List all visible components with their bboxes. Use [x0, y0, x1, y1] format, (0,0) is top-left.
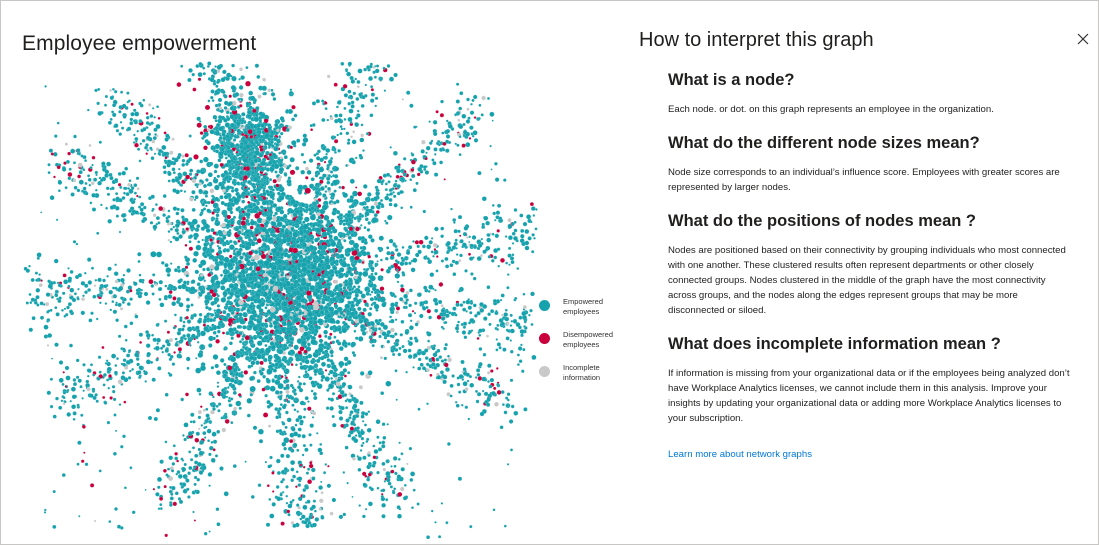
section-node-positions: What do the positions of nodes mean ? No…	[668, 210, 1076, 318]
legend-item-incomplete: Incomplete information	[539, 363, 629, 396]
teal-dot-icon	[539, 300, 550, 311]
legend-item-empowered: Empowered employees	[539, 297, 629, 330]
close-button[interactable]	[1075, 31, 1091, 47]
section-heading: What does incomplete information mean ?	[668, 335, 1001, 353]
section-body: Node size corresponds to an individual’s…	[668, 167, 1060, 193]
panel-title: How to interpret this graph	[639, 29, 874, 51]
legend-label: Empowered employees	[563, 297, 604, 316]
section-body: Each node. or dot. on this graph represe…	[668, 104, 994, 115]
legend-label: Disempowered employees	[563, 330, 614, 349]
gray-dot-icon	[539, 366, 550, 377]
crimson-dot-icon	[539, 333, 550, 344]
close-icon	[1077, 33, 1089, 45]
section-node: What is a node? Each node. or dot. on th…	[668, 69, 1076, 117]
section-heading: What do the different node sizes mean?	[668, 134, 980, 152]
section-incomplete-info: What does incomplete information mean ? …	[668, 333, 1076, 426]
graph-nodes	[23, 61, 538, 540]
learn-more-link[interactable]: Learn more about network graphs	[668, 449, 812, 460]
graph-pane: Employee empowerment Empowered employees…	[1, 1, 621, 544]
section-body: Nodes are positioned based on their conn…	[668, 245, 1066, 316]
interpretation-panel: How to interpret this graph What is a no…	[639, 1, 1089, 544]
network-graph[interactable]	[1, 61, 621, 544]
section-heading: What do the positions of nodes mean ?	[668, 212, 976, 230]
section-body: If information is missing from your orga…	[668, 368, 1070, 424]
section-heading: What is a node?	[668, 71, 795, 89]
legend-label: Incomplete information	[563, 363, 601, 382]
panel-content: What is a node? Each node. or dot. on th…	[668, 69, 1076, 462]
legend-item-disempowered: Disempowered employees	[539, 330, 629, 363]
graph-legend: Empowered employees Disempowered employe…	[539, 297, 629, 396]
section-node-sizes: What do the different node sizes mean? N…	[668, 132, 1076, 195]
graph-title: Employee empowerment	[22, 32, 257, 55]
